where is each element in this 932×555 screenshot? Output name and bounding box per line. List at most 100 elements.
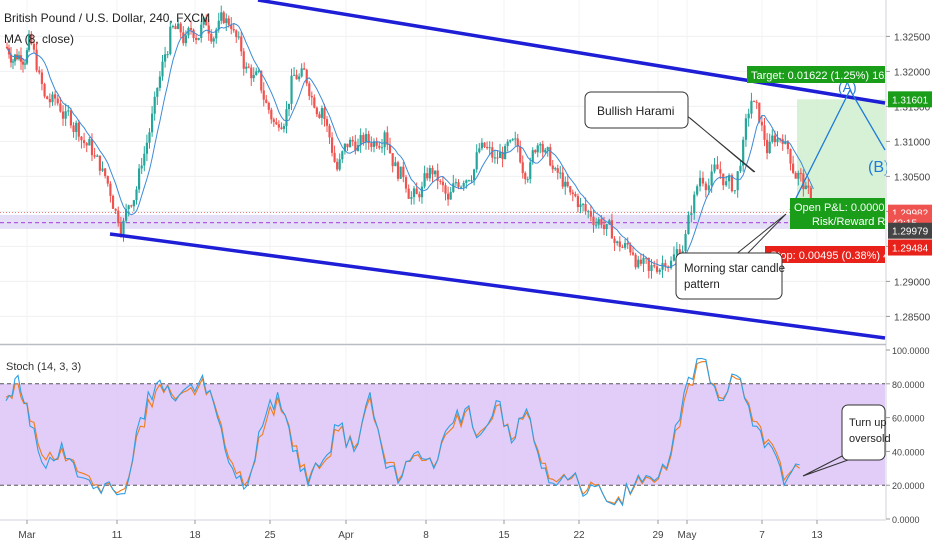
candle-body — [597, 219, 600, 225]
candle-body — [690, 213, 693, 216]
candle-body — [581, 204, 585, 206]
time-tick-label: May — [678, 530, 697, 541]
candle — [325, 116, 329, 133]
candle — [127, 204, 130, 217]
ma-label: MA (8, close) — [4, 32, 74, 46]
candle-body — [114, 208, 117, 211]
candle-body — [272, 119, 275, 123]
candle — [187, 26, 190, 39]
candle-body — [230, 24, 233, 30]
candle-body — [750, 100, 753, 114]
candle — [483, 142, 486, 149]
turn-up-text-1: Turn up — [849, 417, 887, 429]
candle — [616, 240, 619, 246]
candle — [27, 30, 31, 53]
candle — [564, 176, 567, 195]
candle-body — [90, 139, 94, 156]
candle-body — [584, 204, 587, 212]
candle-body — [298, 76, 301, 80]
candle — [59, 97, 62, 113]
candle-body — [554, 168, 557, 170]
candle-body — [730, 175, 734, 192]
candle — [25, 47, 29, 66]
candle-body — [736, 171, 739, 191]
candle — [771, 129, 774, 144]
candle-body — [642, 257, 645, 264]
candle — [320, 105, 324, 125]
price-tick-label: 1.31500 — [894, 102, 931, 113]
candle-body — [561, 172, 564, 187]
candle — [436, 163, 439, 190]
candle-body — [255, 71, 258, 76]
candle-body — [457, 182, 460, 188]
candle-body — [184, 35, 187, 44]
candle-body — [420, 186, 424, 198]
candle — [467, 179, 470, 182]
candle — [19, 47, 23, 70]
candle-body — [564, 181, 567, 187]
candle — [576, 193, 580, 213]
stoch-k-line — [5, 357, 800, 507]
candle-body — [267, 102, 270, 110]
candle — [354, 134, 357, 155]
candle — [592, 210, 595, 233]
candle — [171, 24, 174, 29]
candle-body — [605, 224, 608, 230]
candle — [277, 120, 280, 132]
candle — [166, 51, 169, 59]
price-tick-label: 1.30500 — [894, 172, 931, 183]
candle — [776, 131, 779, 147]
candle-body — [804, 185, 807, 190]
candle — [789, 148, 792, 171]
candle-body — [478, 148, 481, 153]
stoch-tick-label: 60.0000 — [892, 414, 925, 424]
price-marker-label: 1.29979 — [892, 227, 929, 238]
candle-body — [325, 119, 329, 126]
price-tick-label: 1.32500 — [894, 32, 931, 43]
candle-body — [171, 26, 174, 28]
candle — [82, 132, 86, 149]
candle — [807, 177, 810, 195]
candle — [621, 244, 624, 249]
candle — [719, 161, 722, 180]
candle-body — [465, 180, 468, 183]
candle — [669, 256, 673, 270]
candle-body — [493, 157, 496, 159]
candle — [242, 48, 245, 76]
candle-body — [473, 169, 476, 181]
price-marker-bg — [888, 222, 932, 239]
candle-body — [595, 224, 598, 226]
candle-body — [569, 186, 572, 193]
candle — [462, 180, 465, 191]
candle-body — [637, 259, 640, 268]
candle-body — [404, 177, 408, 189]
price-marker: 1.31601 — [888, 91, 932, 108]
candle-body — [287, 103, 291, 110]
candle-body — [516, 138, 519, 147]
candle-body — [380, 147, 384, 149]
candle-body — [631, 252, 635, 255]
candle-body — [383, 132, 386, 148]
candle-body — [135, 189, 138, 201]
price-marker-label: 1.29982 — [892, 209, 929, 220]
candle — [237, 31, 240, 40]
candle-body — [672, 254, 676, 261]
candle-body — [716, 164, 719, 170]
candle — [292, 67, 296, 76]
candle — [444, 182, 447, 201]
candle — [431, 165, 434, 183]
candle — [117, 206, 120, 227]
candle — [713, 158, 716, 174]
candle-body — [467, 180, 470, 182]
candle-body — [431, 168, 434, 175]
target-badge-text: Target: 0.01622 (1.25%) 162 — [751, 70, 890, 82]
candle-body — [222, 12, 225, 23]
candle-body — [698, 177, 702, 187]
candle — [349, 137, 352, 148]
candle — [315, 106, 318, 117]
candle-body — [613, 238, 616, 244]
candle — [511, 138, 514, 142]
candle-body — [61, 111, 65, 119]
candle — [420, 181, 424, 204]
